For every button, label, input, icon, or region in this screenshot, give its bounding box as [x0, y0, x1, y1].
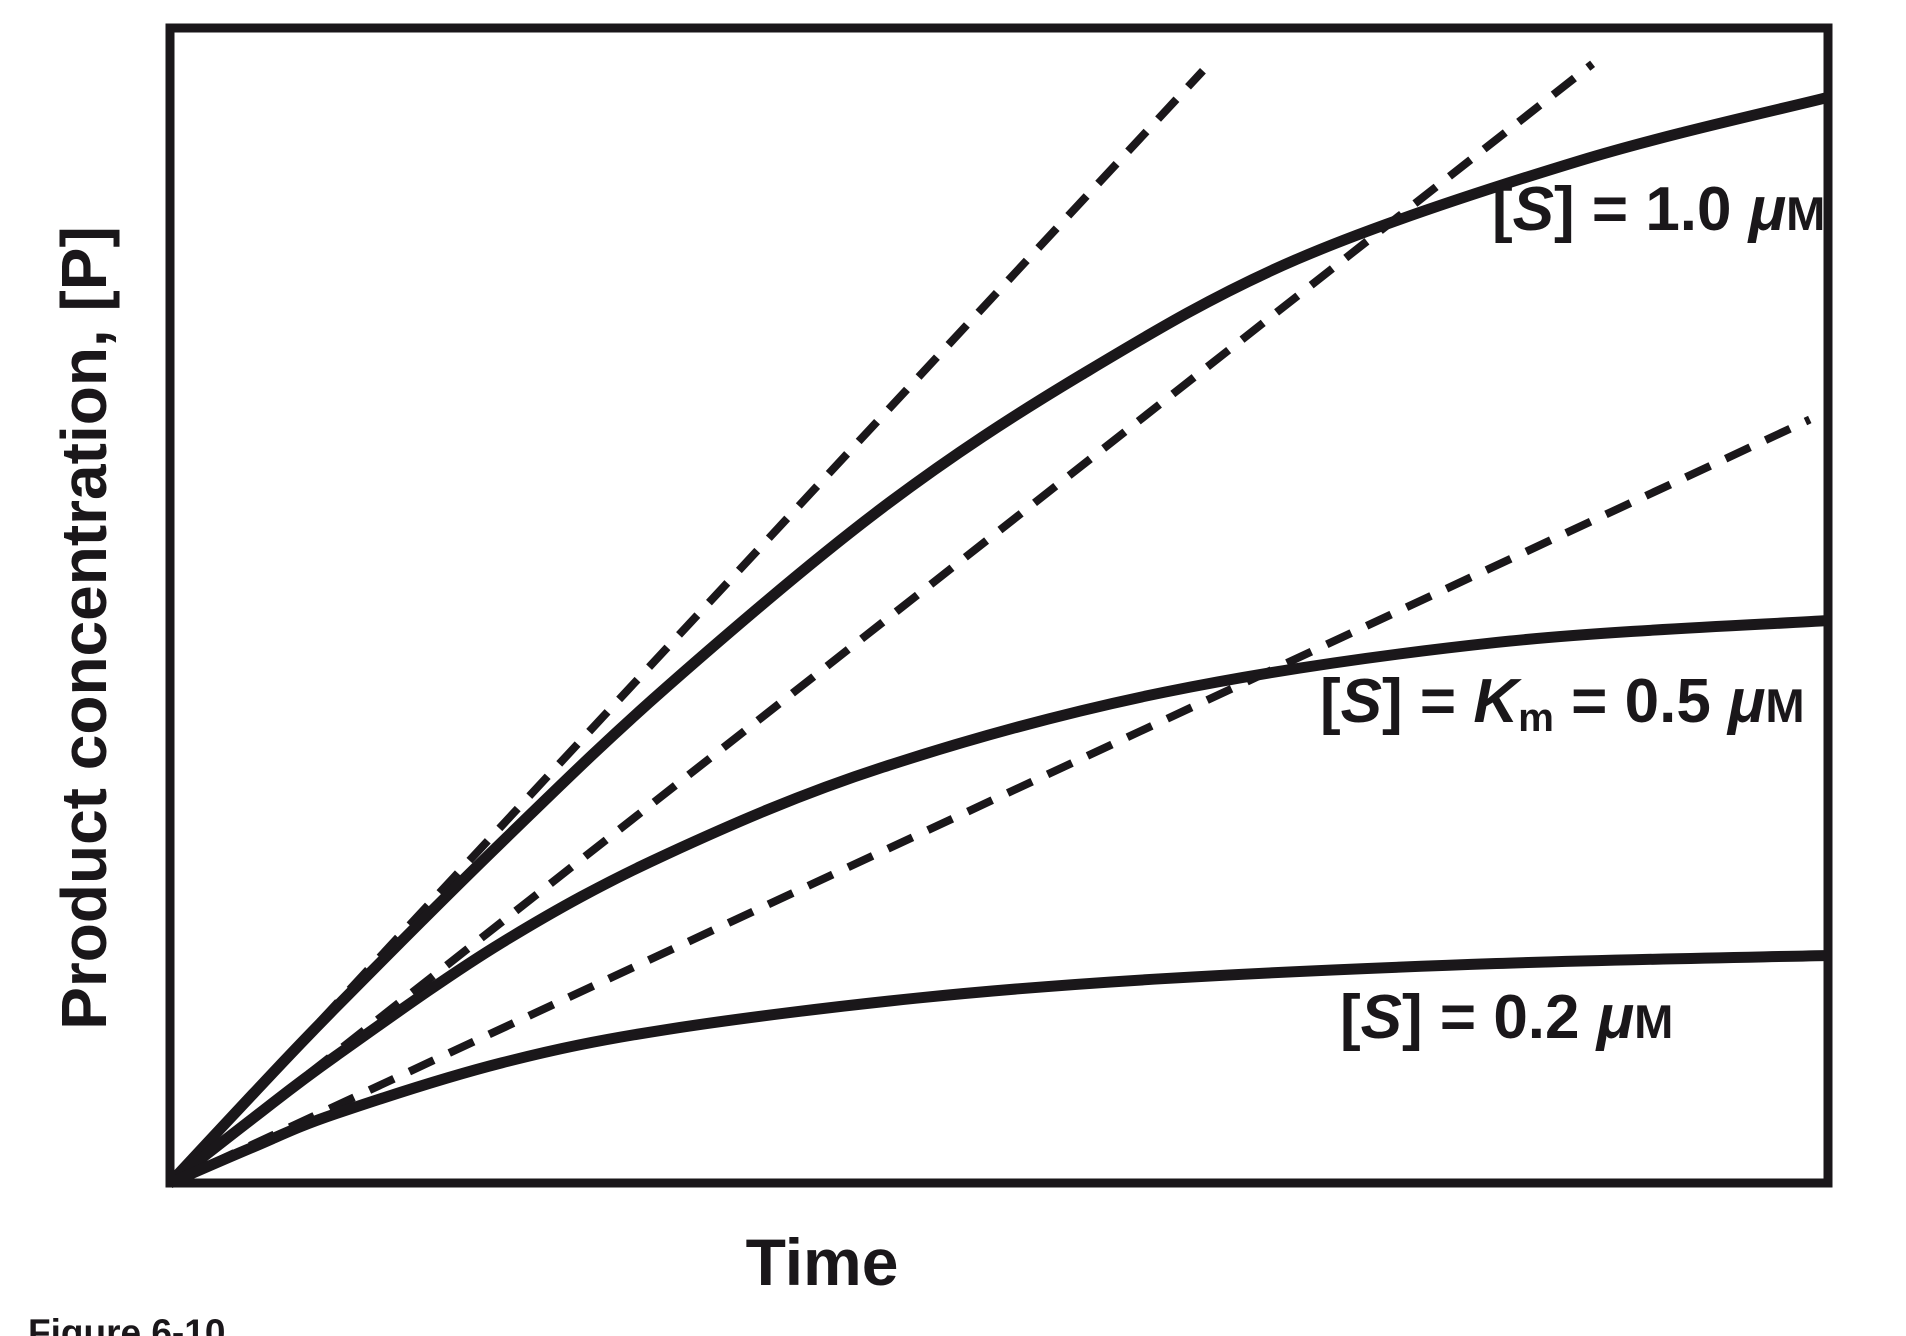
initial-velocity-tangent-t02 [168, 415, 1812, 1187]
progress-curve-s10 [165, 91, 1830, 1187]
series-label-s-1.0um: [S] = 1.0 μM [1492, 175, 1826, 244]
series-label-s-km-0.5um: [S] = Km = 0.5 μM [1320, 667, 1805, 741]
progress-curve-s02 [167, 949, 1829, 1189]
initial-velocity-tangent-t05 [167, 60, 1596, 1187]
plot-frame [165, 23, 1833, 1188]
x-axis-label: Time [745, 1225, 899, 1299]
initial-velocity-tangent-t10 [167, 68, 1206, 1186]
progress-curve-s05 [166, 615, 1829, 1188]
figure-caption: Figure 6-10 [28, 1312, 226, 1336]
y-axis-label: Product concentration, [P] [48, 226, 120, 1030]
series-label-s-0.2um: [S] = 0.2 μM [1340, 983, 1674, 1052]
tangent-lines [167, 60, 1812, 1187]
progress-curves [165, 91, 1830, 1189]
